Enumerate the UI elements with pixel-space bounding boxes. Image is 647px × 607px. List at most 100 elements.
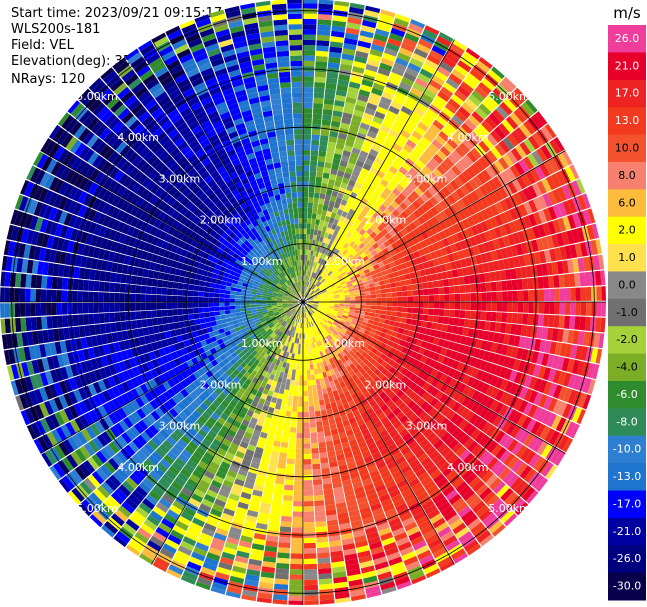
range-gate (348, 81, 361, 89)
range-gate (295, 327, 298, 333)
range-gate (388, 129, 400, 139)
range-gate (538, 379, 548, 394)
range-gate (397, 296, 403, 302)
range-gate (381, 119, 393, 129)
range-gate (469, 236, 478, 247)
range-gate (312, 118, 322, 125)
range-gate (456, 404, 466, 416)
range-gate (360, 511, 373, 520)
range-gate (409, 459, 421, 469)
range-gate (256, 323, 263, 329)
range-gate (359, 361, 366, 368)
range-gate (430, 251, 438, 260)
range-gate (352, 284, 359, 289)
range-gate (288, 319, 293, 325)
range-gate (365, 305, 372, 309)
range-gate (379, 447, 390, 456)
range-gate (376, 326, 383, 332)
range-gate (368, 316, 375, 321)
range-gate (298, 396, 303, 402)
range-gate (306, 295, 312, 299)
range-gate (360, 336, 367, 342)
range-gate (210, 542, 224, 552)
range-gate (400, 42, 415, 53)
range-gate (83, 398, 93, 412)
range-gate (316, 34, 330, 42)
range-gate (418, 410, 428, 421)
range-gate (244, 579, 259, 587)
range-gate (354, 290, 360, 294)
range-gate (443, 218, 453, 228)
range-gate (317, 323, 322, 329)
range-gate (345, 372, 352, 379)
range-gate (538, 289, 545, 302)
range-gate (303, 170, 310, 177)
range-gate (266, 342, 273, 349)
range-gate (251, 326, 258, 331)
range-gate (278, 318, 284, 324)
range-gate (471, 443, 483, 456)
range-gate (426, 484, 439, 495)
range-gate (262, 405, 269, 412)
range-gate (290, 558, 303, 565)
range-gate (587, 208, 596, 224)
range-gate (246, 409, 254, 417)
range-gate (271, 326, 277, 332)
range-gate (369, 358, 377, 365)
range-gate (313, 400, 320, 407)
range-gate (272, 340, 278, 346)
range-gate (428, 295, 435, 302)
range-gate (136, 450, 148, 462)
range-gate (204, 420, 214, 430)
range-gate (528, 390, 538, 404)
range-gate (424, 268, 432, 276)
range-gate (551, 328, 559, 342)
range-gate (437, 189, 447, 200)
range-gate (491, 291, 497, 302)
range-gate (313, 302, 319, 304)
range-gate (217, 404, 226, 413)
range-gate (49, 465, 62, 481)
range-gate (498, 140, 511, 154)
range-gate (451, 150, 463, 161)
range-gate (373, 200, 382, 208)
range-gate (175, 382, 185, 392)
range-gate (309, 310, 313, 315)
range-gate (205, 338, 212, 345)
range-gate (510, 245, 519, 257)
range-gate (315, 318, 320, 324)
range-gate (548, 430, 560, 446)
range-gate (343, 43, 357, 51)
range-gate (347, 253, 354, 260)
range-gate (246, 345, 253, 352)
range-gate (237, 379, 245, 387)
range-gate (363, 483, 375, 492)
range-gate (328, 319, 334, 324)
range-gate (510, 268, 517, 280)
range-gate (308, 271, 311, 277)
range-gate (286, 330, 291, 336)
range-gate (296, 306, 300, 311)
range-gate (462, 327, 469, 337)
range-gate (333, 320, 340, 325)
range-gate (388, 221, 397, 229)
range-gate (329, 303, 335, 306)
range-gate (315, 61, 328, 68)
range-gate (310, 437, 318, 444)
range-gate (427, 281, 434, 289)
range-gate (293, 490, 303, 496)
range-gate (216, 566, 232, 576)
range-gate (486, 494, 500, 508)
range-gate (318, 296, 324, 299)
range-gate (107, 495, 121, 509)
range-gate (394, 276, 401, 282)
range-gate (432, 337, 440, 346)
range-gate (310, 223, 315, 230)
range-gate (517, 290, 524, 302)
range-gate (358, 258, 365, 265)
range-gate (366, 252, 374, 259)
range-gate (161, 339, 169, 348)
range-gate (388, 229, 397, 237)
range-gate (221, 318, 227, 324)
range-gate (567, 330, 575, 344)
